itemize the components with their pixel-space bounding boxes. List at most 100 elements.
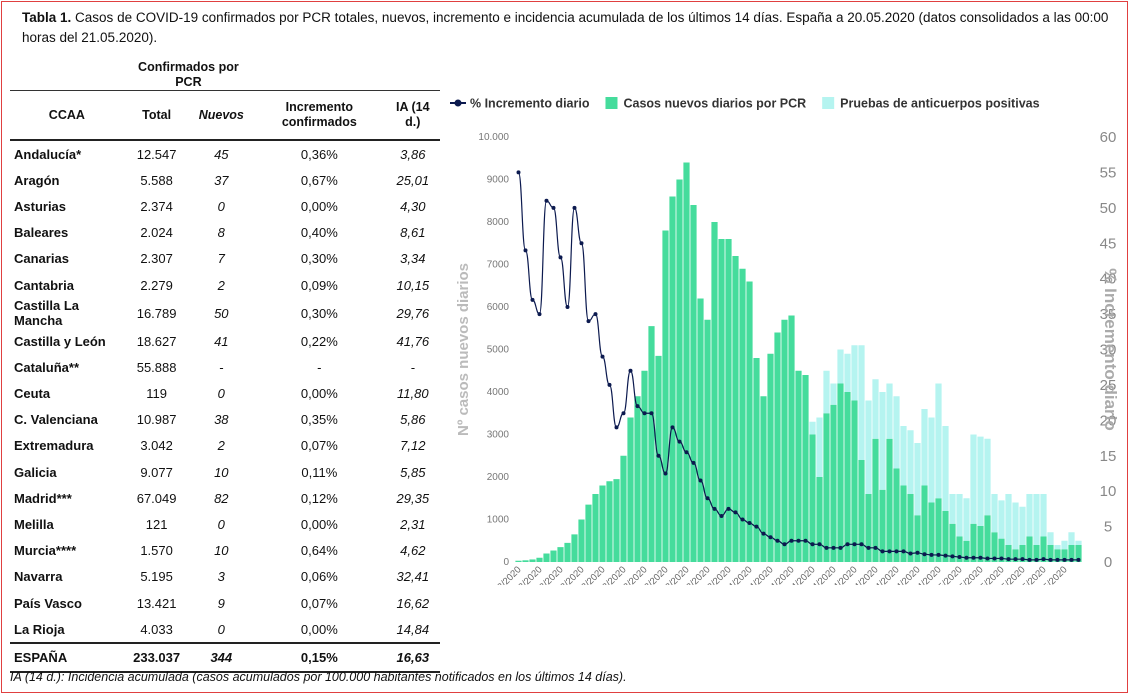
- table-cell: 5,85: [400, 464, 426, 480]
- line-marker: [957, 555, 962, 560]
- table-row: Aragón 5.588 37 0,67% 25,01: [10, 167, 440, 193]
- bar: [837, 349, 844, 384]
- table-cell: 2.307: [140, 251, 173, 267]
- bar: [921, 409, 928, 486]
- table-row: Galicia 9.077 10 0,11% 5,85: [10, 459, 440, 485]
- bar: [823, 413, 830, 562]
- bar: [900, 485, 907, 562]
- bar: [536, 557, 543, 562]
- table-cell: 0,36%: [300, 146, 338, 162]
- bar: [928, 502, 935, 562]
- bar: [942, 511, 949, 562]
- bar: [942, 426, 949, 511]
- line-marker: [782, 542, 787, 547]
- table-row: Navarra 5.195 3 0,06% 32,41: [10, 564, 440, 590]
- bar: [851, 400, 858, 562]
- bar: [970, 434, 977, 524]
- table-cell: 0,67%: [300, 172, 338, 188]
- table-cell: 3: [217, 569, 225, 585]
- line-marker: [922, 552, 927, 557]
- line-marker: [544, 198, 549, 203]
- line-marker: [873, 545, 878, 550]
- bar: [858, 345, 865, 460]
- line-marker: [558, 255, 563, 260]
- table-cell: 14,84: [396, 621, 430, 637]
- table-cell: Navarra: [14, 569, 63, 585]
- line-marker: [866, 545, 871, 550]
- line-marker: [642, 411, 647, 416]
- line-marker: [705, 496, 710, 501]
- table-cell: 3,86: [400, 146, 426, 162]
- line-marker: [824, 545, 829, 550]
- table-cell: 0,00%: [300, 517, 338, 533]
- bar: [550, 550, 557, 562]
- table-cell: 0,11%: [301, 464, 338, 480]
- line-marker: [817, 542, 822, 547]
- bar: [718, 239, 725, 562]
- line-marker: [586, 319, 591, 324]
- table-cell: 3.042: [140, 438, 173, 454]
- y2-tick-label: 45: [1100, 235, 1117, 252]
- line-marker: [859, 542, 864, 547]
- bar: [893, 396, 900, 469]
- table-cell: Castilla y León: [14, 333, 106, 349]
- bar: [998, 538, 1005, 562]
- bar: [690, 205, 697, 562]
- bar: [788, 315, 795, 562]
- table-cell: 16,62: [396, 595, 430, 611]
- line-marker: [915, 550, 920, 555]
- table-cell: Andalucía*: [14, 146, 82, 162]
- y2-tick-label: 40: [1100, 271, 1117, 288]
- line-marker: [565, 305, 570, 309]
- line-marker: [719, 513, 724, 518]
- table-cell: Castilla La Mancha: [14, 298, 80, 329]
- bar: [935, 498, 942, 562]
- bar: [599, 485, 606, 562]
- line-marker: [985, 556, 990, 561]
- table-cell: 119: [146, 386, 167, 402]
- line-marker: [670, 425, 675, 430]
- bar: [781, 319, 788, 562]
- line-marker: [684, 450, 689, 455]
- table-cell: 2.024: [140, 225, 173, 241]
- bar: [1061, 540, 1068, 550]
- y-axis-title: Nº casos nuevos diarios: [455, 263, 472, 436]
- y-tick-label: 5000: [487, 345, 510, 356]
- bar: [816, 417, 823, 477]
- table-cell: 10,15: [396, 277, 430, 293]
- table-cell: 2.374: [140, 198, 173, 214]
- table-cell: 2.279: [140, 277, 173, 293]
- table-cell: Canarias: [14, 251, 69, 267]
- y2-tick-label: 25: [1100, 377, 1117, 394]
- bar: [697, 298, 704, 562]
- table-cell: 55.888: [136, 359, 177, 375]
- bar: [984, 515, 991, 562]
- bar: [1019, 506, 1026, 545]
- y2-tick-label: 35: [1100, 306, 1117, 323]
- column-header: IA (14 d.): [385, 90, 440, 141]
- table-cell: 0: [217, 198, 225, 214]
- y2-tick-label: 0: [1104, 554, 1112, 571]
- bar: [641, 370, 648, 562]
- line-marker: [733, 510, 738, 515]
- bar: [844, 353, 851, 392]
- legend-label: Casos nuevos diarios por PCR: [623, 97, 806, 111]
- line-marker: [943, 553, 948, 558]
- bar: [1005, 545, 1012, 562]
- table-cell: 5,86: [400, 412, 426, 428]
- table-cell: 8: [217, 225, 225, 241]
- table-cell: 5.195: [140, 569, 173, 585]
- table-cell: 41,76: [396, 333, 430, 349]
- bar: [914, 515, 921, 562]
- footnote: IA (14 d.): Incidencia acumulada (casos …: [10, 670, 627, 684]
- bar: [571, 534, 578, 562]
- line-marker: [1006, 557, 1011, 562]
- line-marker: [978, 555, 983, 560]
- table-cell: 344: [189, 642, 254, 673]
- legend-label: % Incremento diario: [470, 97, 590, 111]
- bar: [1005, 494, 1012, 545]
- y-tick-label: 8000: [487, 217, 510, 228]
- bar: [515, 560, 522, 562]
- bar: [676, 179, 683, 562]
